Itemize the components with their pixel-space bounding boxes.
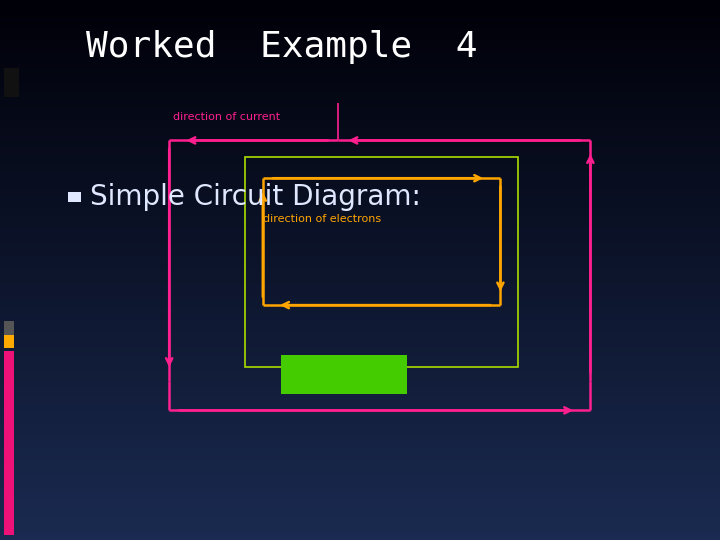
Bar <box>4 321 14 335</box>
Text: Simple Circuit Diagram:: Simple Circuit Diagram: <box>90 183 421 211</box>
Bar <box>4 335 14 348</box>
Text: direction of current: direction of current <box>173 111 280 122</box>
Bar <box>281 355 407 394</box>
Bar <box>245 157 518 367</box>
Bar <box>68 192 81 202</box>
Bar <box>4 68 19 97</box>
Text: direction of electrons: direction of electrons <box>263 214 381 224</box>
Text: Worked  Example  4: Worked Example 4 <box>86 30 478 64</box>
Bar <box>4 351 14 535</box>
